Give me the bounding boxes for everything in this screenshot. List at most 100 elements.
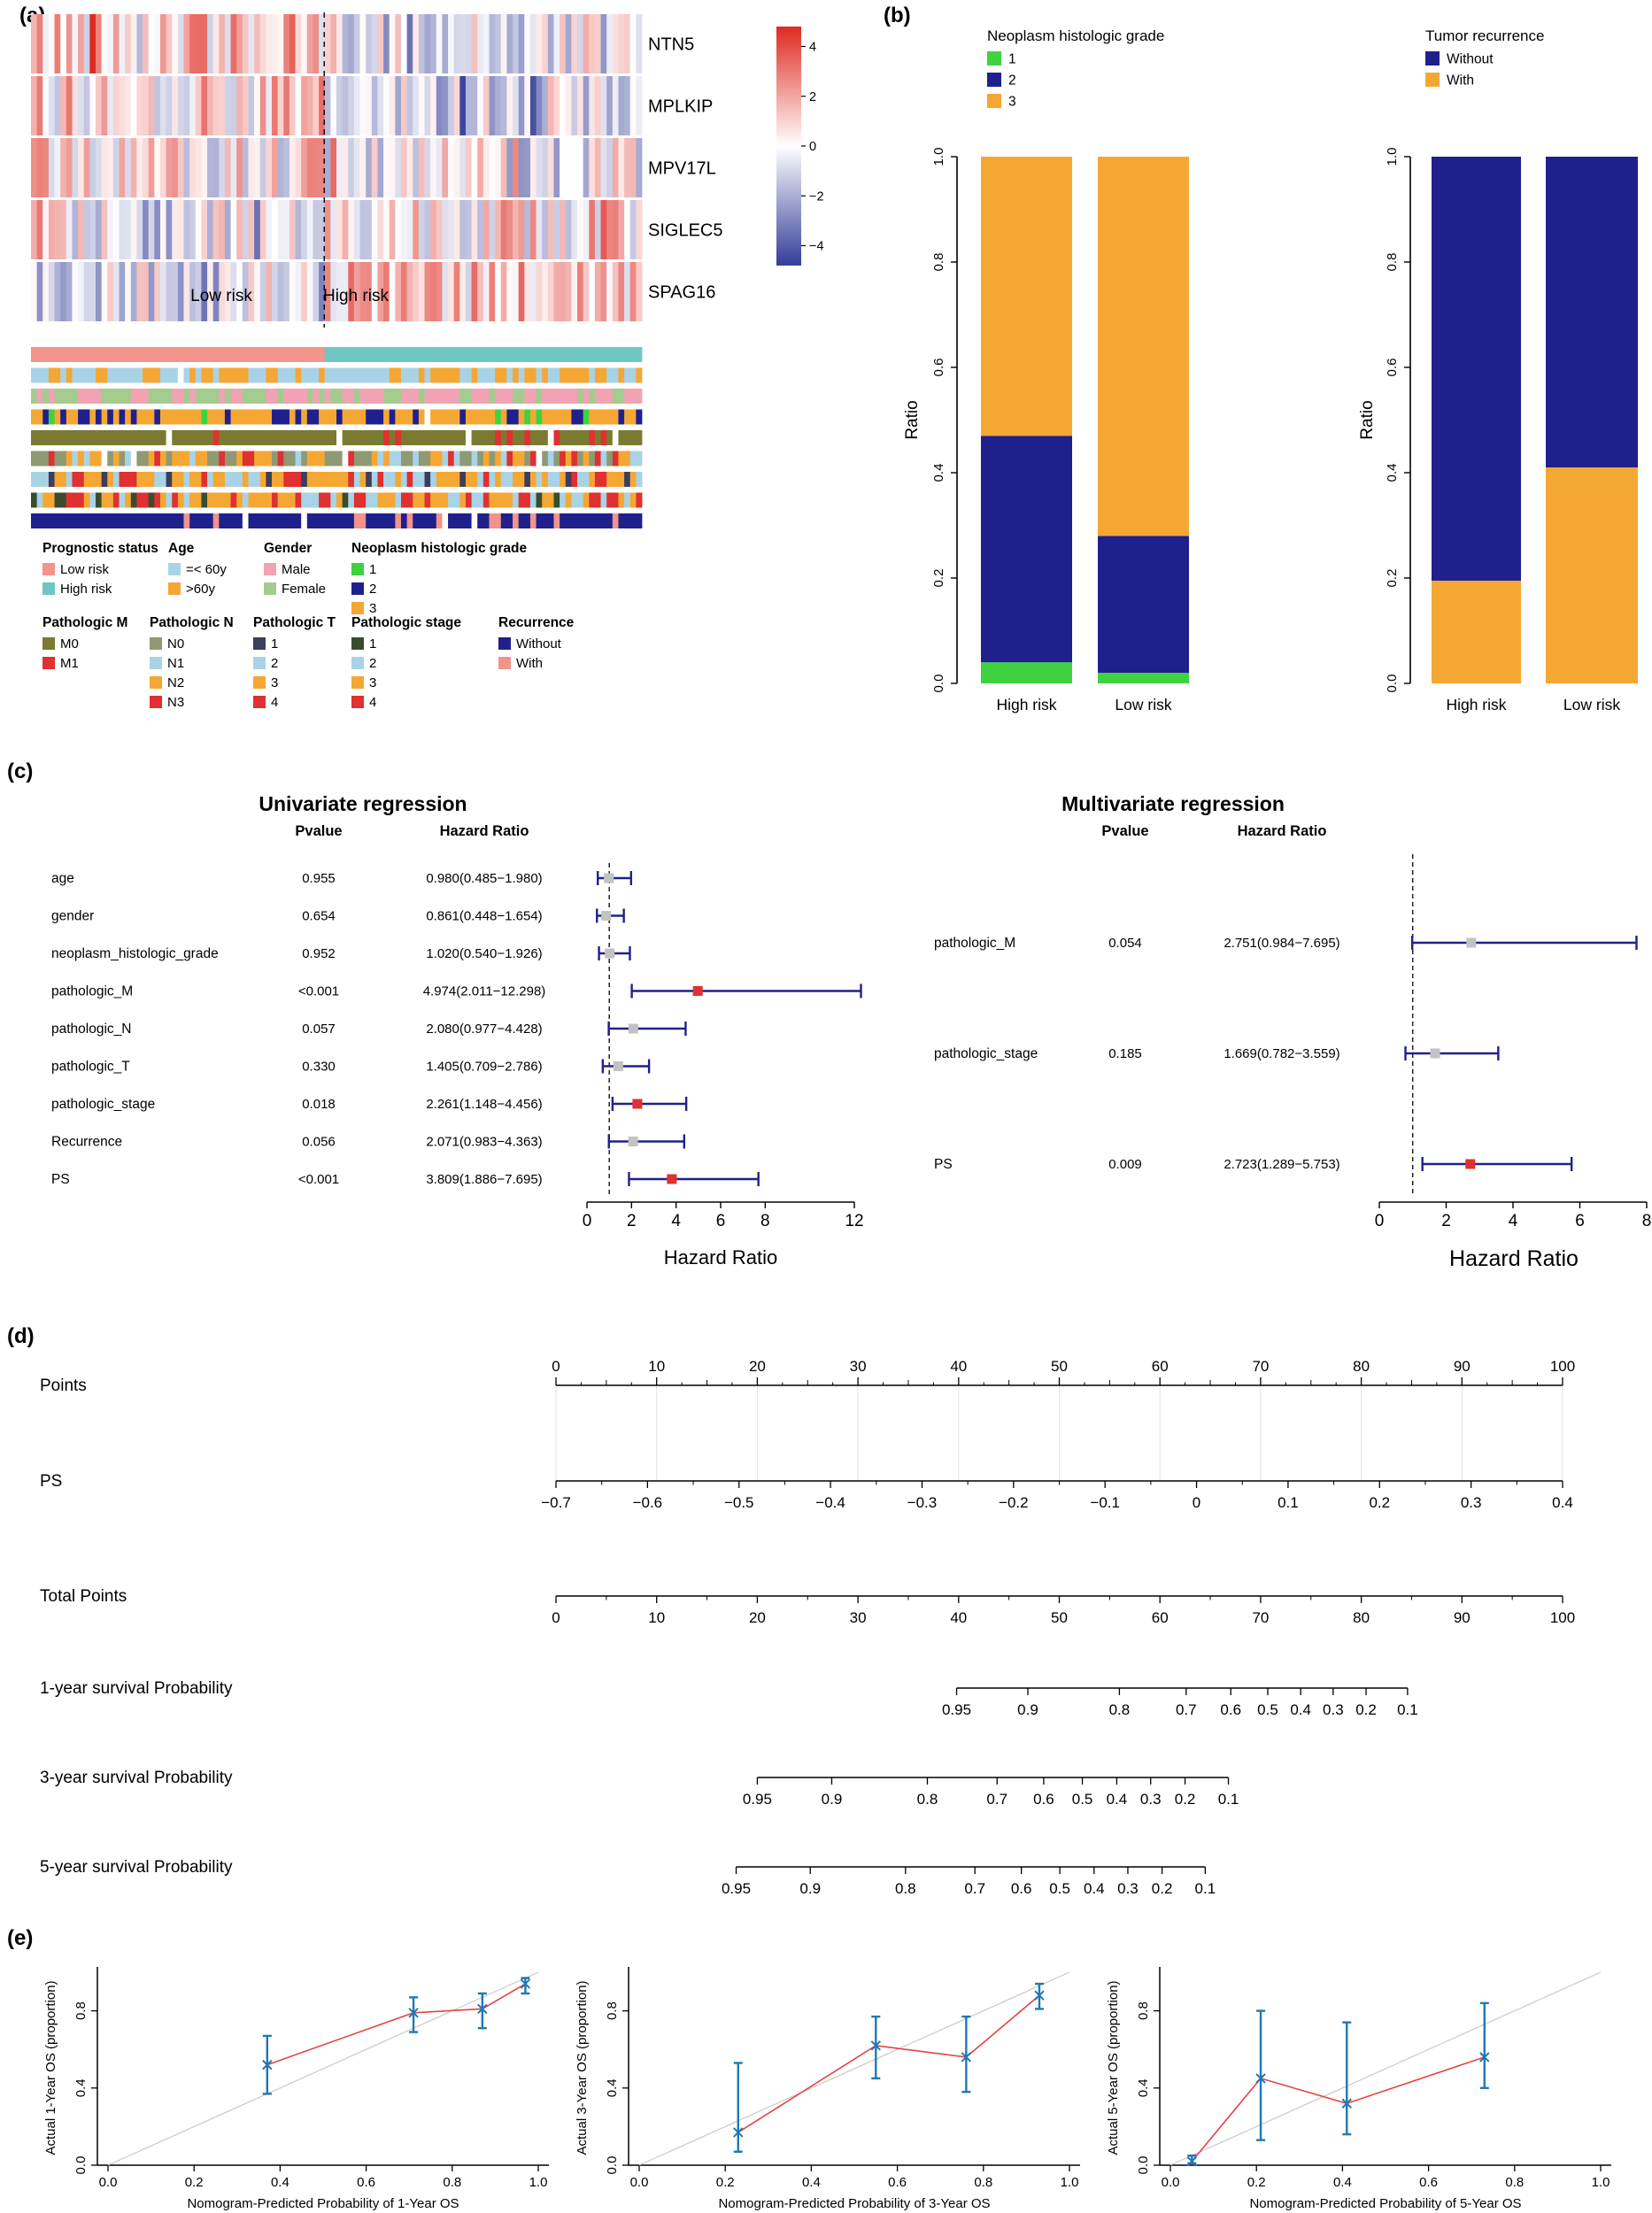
heatmap-cell bbox=[301, 200, 308, 259]
heatmap-cell bbox=[471, 262, 478, 321]
annotation-cell bbox=[230, 492, 237, 508]
annotation-cell bbox=[306, 492, 313, 508]
annotation-cell bbox=[172, 389, 179, 404]
annotation-cell bbox=[159, 451, 166, 467]
x-tick-label: 0.4 bbox=[802, 2175, 821, 2190]
heatmap-cell bbox=[154, 262, 161, 321]
point-marker-x bbox=[1479, 2052, 1490, 2063]
annotation-cell bbox=[371, 451, 378, 467]
bar-segment bbox=[1546, 467, 1638, 683]
annotation-cell bbox=[166, 367, 173, 383]
heatmap-cell bbox=[212, 200, 220, 259]
annotation-cell bbox=[436, 409, 443, 425]
point-marker-x bbox=[1341, 2098, 1352, 2109]
annotation-cell bbox=[342, 347, 349, 362]
heatmap-cell bbox=[612, 138, 619, 197]
annotation-cell bbox=[482, 347, 490, 362]
heatmap-cell bbox=[119, 14, 126, 73]
annotation-cell bbox=[219, 430, 226, 445]
annotation-cell bbox=[359, 347, 367, 362]
annotation-cell bbox=[60, 513, 67, 528]
annotation-cell bbox=[589, 347, 596, 362]
annotation-cell bbox=[230, 409, 237, 425]
annotation-cell bbox=[430, 389, 437, 404]
annotation-cell bbox=[254, 451, 261, 467]
annotation-cell bbox=[459, 451, 467, 467]
annotation-cell bbox=[72, 492, 79, 508]
heatmap-cell bbox=[495, 138, 502, 197]
heatmap-cell bbox=[130, 262, 137, 321]
annotation-cell bbox=[506, 347, 513, 362]
annotation-cell bbox=[136, 472, 143, 487]
annotation-cell bbox=[389, 513, 396, 528]
heatmap-cell bbox=[542, 14, 549, 73]
heatmap-cell bbox=[154, 76, 161, 135]
annotation-cell bbox=[400, 347, 408, 362]
annotation-cell bbox=[195, 347, 202, 362]
heatmap-cell bbox=[547, 138, 554, 197]
annotation-cell bbox=[395, 409, 402, 425]
estimate-marker bbox=[632, 1099, 643, 1109]
annotation-cell bbox=[330, 430, 337, 445]
heatmap-cell bbox=[195, 200, 202, 259]
annotation-cell bbox=[107, 347, 114, 362]
annotation-cell bbox=[212, 451, 220, 467]
annotation-cell bbox=[324, 409, 331, 425]
annotation-cell bbox=[48, 492, 55, 508]
annotation-cell bbox=[78, 451, 85, 467]
annotation-cell bbox=[60, 430, 67, 445]
heatmap-cell bbox=[201, 14, 208, 73]
heatmap-cell bbox=[242, 76, 249, 135]
legend-label: N0 bbox=[167, 636, 184, 652]
heatmap-cell bbox=[259, 138, 266, 197]
legend-label: 2 bbox=[271, 656, 278, 671]
annotation-cell bbox=[594, 409, 601, 425]
heatmap-cell bbox=[459, 14, 467, 73]
heatmap-cell bbox=[430, 262, 437, 321]
annotation-cell bbox=[319, 451, 326, 467]
bar-segment bbox=[981, 157, 1072, 436]
heatmap-cell bbox=[336, 138, 344, 197]
annotation-cell bbox=[107, 430, 114, 445]
heatmap-cell bbox=[101, 14, 108, 73]
heatmap-cell bbox=[159, 200, 166, 259]
heatmap-cell bbox=[301, 138, 308, 197]
heatmap-cell bbox=[313, 138, 320, 197]
x-tick-label: 4 bbox=[1509, 1212, 1518, 1230]
heatmap-cell bbox=[177, 262, 184, 321]
annotation-cell bbox=[259, 367, 266, 383]
annotation-cell bbox=[348, 347, 355, 362]
annotation-cell bbox=[125, 472, 132, 487]
annotation-cell bbox=[577, 492, 584, 508]
heatmap-cell bbox=[636, 262, 643, 321]
annotation-cell bbox=[259, 409, 266, 425]
heatmap-cell bbox=[172, 138, 179, 197]
tick-label: 0.95 bbox=[743, 1791, 772, 1808]
heatmap-cell bbox=[471, 200, 478, 259]
tick-label: 0.6 bbox=[1033, 1791, 1054, 1808]
heatmap-cell bbox=[442, 138, 449, 197]
annotation-cell bbox=[471, 347, 478, 362]
heatmap-cell bbox=[594, 262, 601, 321]
heatmap-cell bbox=[336, 14, 344, 73]
tick-label: 0.9 bbox=[822, 1791, 843, 1808]
covariate-label: PS bbox=[934, 1157, 953, 1172]
heatmap-cell bbox=[89, 262, 96, 321]
annotation-cell bbox=[418, 367, 425, 383]
heatmap-cell bbox=[383, 138, 390, 197]
annotation-cell bbox=[230, 472, 237, 487]
annotation-cell bbox=[547, 367, 554, 383]
annotation-cell bbox=[224, 409, 231, 425]
annotation-cell bbox=[89, 472, 96, 487]
panel-e-label: (e) bbox=[7, 1926, 34, 1950]
annotation-cell bbox=[336, 409, 344, 425]
annotation-cell bbox=[159, 367, 166, 383]
annotation-cell bbox=[536, 367, 543, 383]
heatmap-cell bbox=[400, 262, 408, 321]
annotation-cell bbox=[89, 367, 96, 383]
heatmap-cell bbox=[172, 262, 179, 321]
ideal-line bbox=[638, 1971, 1070, 2166]
heatmap-cell bbox=[272, 200, 279, 259]
heatmap-cell bbox=[383, 76, 390, 135]
annotation-cell bbox=[506, 409, 513, 425]
